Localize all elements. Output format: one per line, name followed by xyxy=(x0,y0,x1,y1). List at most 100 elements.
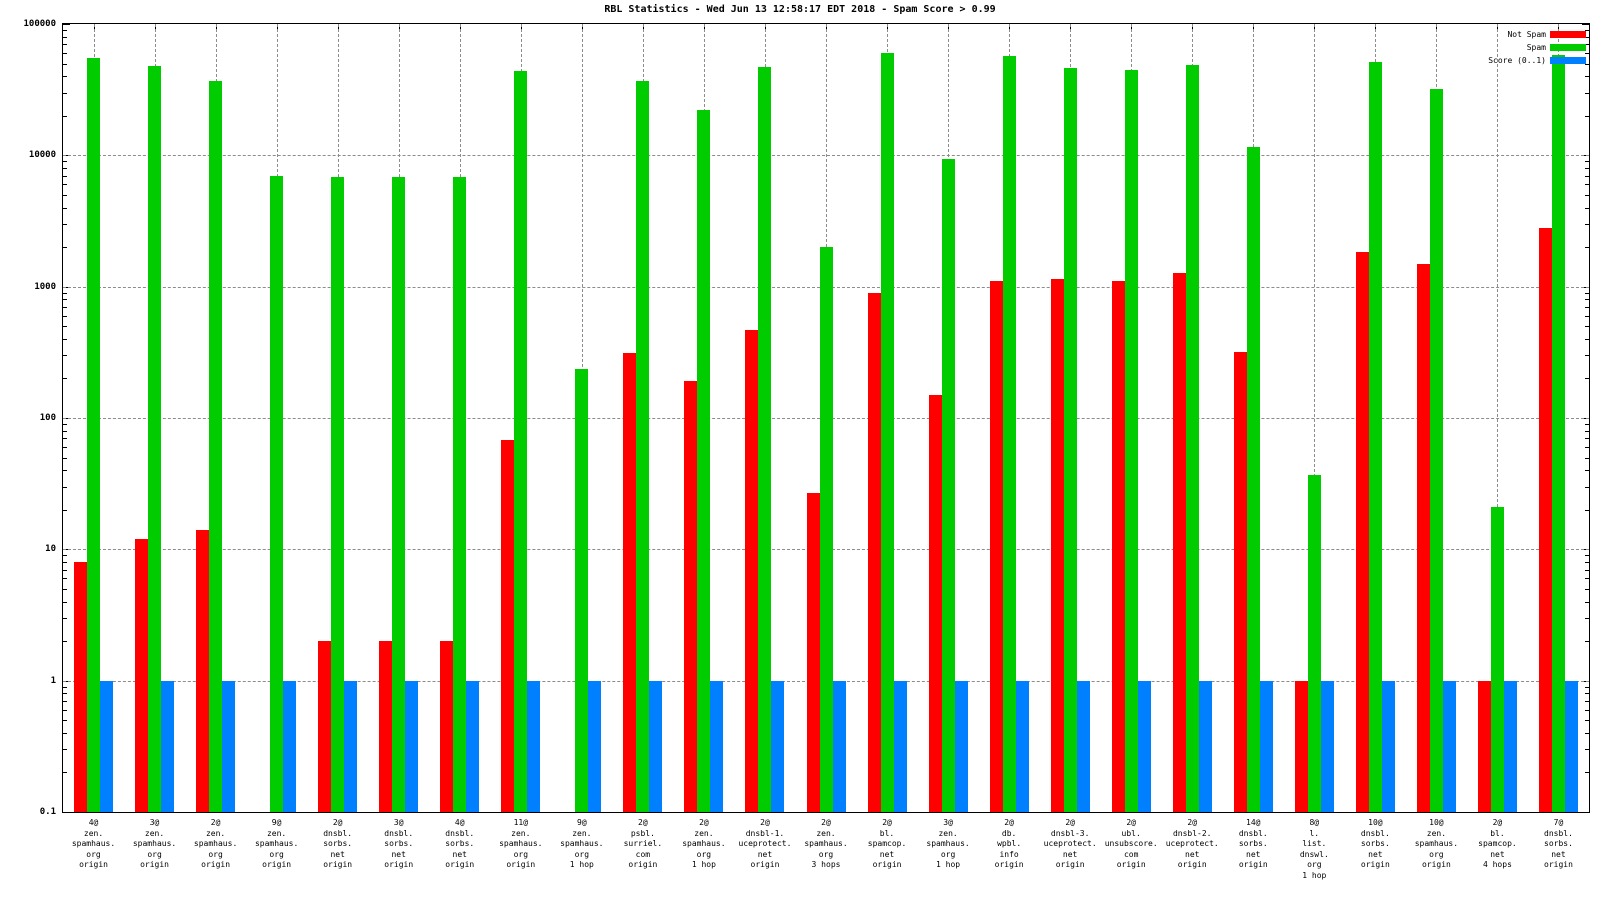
bar-not-spam xyxy=(806,492,820,812)
y-axis-minor-tick-right xyxy=(1585,184,1590,186)
x-axis-label-line: zen. xyxy=(694,828,714,838)
x-axis-label-line: org xyxy=(147,849,162,859)
y-axis-minor-tick-right xyxy=(1585,509,1590,511)
y-axis-minor-tick xyxy=(62,378,67,380)
x-axis-label-line: zen. xyxy=(266,828,287,838)
bar-not-spam xyxy=(135,538,149,812)
y-axis-minor-tick-right xyxy=(1585,562,1590,564)
bar-not-spam xyxy=(867,292,881,812)
x-axis-label: 3@ zen. spamhaus. org origin xyxy=(95,818,215,871)
y-axis-minor-tick xyxy=(62,76,67,78)
x-axis-label-line: spamhaus. xyxy=(560,839,604,848)
y-axis-minor-tick xyxy=(62,618,67,619)
bar-spam xyxy=(1002,56,1016,812)
x-axis-label: 2@ ubl. unsubscore. com origin xyxy=(1071,818,1191,871)
x-axis-label-line: unsubscore. xyxy=(1104,839,1158,848)
x-axis-label-line: origin xyxy=(1238,860,1268,869)
x-axis-label-line: origin xyxy=(323,860,353,869)
y-axis-minor-tick-right xyxy=(1585,63,1590,65)
y-axis-minor-tick xyxy=(62,44,67,46)
y-axis-minor-tick xyxy=(62,207,67,209)
y-axis-minor-tick xyxy=(62,569,67,571)
y-axis-minor-tick xyxy=(62,338,67,340)
x-axis-label-line: origin xyxy=(262,860,292,869)
y-axis-minor-tick xyxy=(62,447,67,449)
bar-not-spam xyxy=(1294,680,1308,812)
x-axis-label-line: org xyxy=(208,849,223,859)
y-axis-tick-label: 10000 xyxy=(28,150,56,161)
bar-not-spam xyxy=(1111,281,1125,812)
x-axis-label-line: origin xyxy=(384,860,414,869)
x-axis-label-line: spamhaus. xyxy=(682,839,726,848)
x-axis-label: 2@ bl. spamcop. net 4 hops xyxy=(1437,818,1557,871)
x-axis-label: 10@ zen. spamhaus. org origin xyxy=(1376,818,1496,871)
bar-not-spam xyxy=(501,440,515,812)
y-axis-minor-tick xyxy=(62,247,67,249)
x-axis-label-line: uceprotect. xyxy=(738,839,792,848)
x-axis-label-line: origin xyxy=(1421,860,1451,869)
bar-score xyxy=(161,680,175,812)
x-axis-label-line: 4 hops xyxy=(1482,860,1512,869)
y-axis-minor-tick-right xyxy=(1585,224,1590,225)
y-axis-minor-tick xyxy=(62,224,67,225)
chart-legend: Not Spam Spam Score (0..1) xyxy=(1488,28,1586,67)
x-axis-label-line: db. xyxy=(1001,828,1017,838)
x-axis-label-line: dnsbl. xyxy=(1238,828,1268,838)
bar-score xyxy=(527,680,541,812)
y-axis-minor-tick-right xyxy=(1585,709,1590,711)
y-axis-minor-tick-right xyxy=(1585,355,1590,357)
bar-score xyxy=(1076,680,1090,812)
bar-spam xyxy=(1185,64,1199,812)
y-axis-minor-tick xyxy=(62,30,67,31)
bar-spam xyxy=(636,80,650,812)
x-axis-label-count: 2@ xyxy=(699,818,709,827)
bar-score xyxy=(1503,680,1517,812)
y-axis-minor-tick-right xyxy=(1585,307,1590,308)
plot-area xyxy=(63,24,1589,812)
x-axis-label-line: dnsbl-1. xyxy=(745,828,785,838)
x-axis-label-line: origin xyxy=(1055,860,1085,869)
bar-spam xyxy=(514,70,528,812)
x-axis-label-count: 10@ xyxy=(1429,818,1444,827)
bar-spam xyxy=(148,65,162,812)
x-axis-label-line: wpbl. xyxy=(997,839,1022,848)
y-axis-minor-tick xyxy=(62,299,67,301)
y-axis-minor-tick-right xyxy=(1585,732,1590,734)
y-axis-minor-tick-right xyxy=(1585,378,1590,380)
y-axis-minor-tick xyxy=(62,355,67,357)
y-axis-minor-tick xyxy=(62,457,67,459)
legend-swatch-score xyxy=(1550,57,1586,64)
y-axis-minor-tick xyxy=(62,63,67,65)
legend-swatch-not-spam xyxy=(1550,31,1586,38)
y-axis-minor-tick-right xyxy=(1585,578,1590,580)
bar-score xyxy=(771,680,785,812)
y-axis-minor-tick-right xyxy=(1585,438,1590,440)
bar-score xyxy=(1015,680,1029,812)
y-axis-minor-tick xyxy=(62,555,67,557)
bar-score xyxy=(1259,680,1273,812)
y-axis-minor-tick-right xyxy=(1585,338,1590,340)
y-axis-tick-label: 0.1 xyxy=(39,807,56,817)
x-axis-label-line: dnsbl. xyxy=(1360,828,1390,838)
y-axis-minor-tick-right xyxy=(1585,44,1590,46)
x-axis-label-line: origin xyxy=(872,860,902,869)
bar-spam xyxy=(1246,147,1260,812)
x-axis-label-count: 3@ xyxy=(943,818,953,827)
y-axis-minor-tick xyxy=(62,53,67,55)
x-axis-label-line: surriel. xyxy=(623,839,663,848)
legend-item-not-spam: Not Spam xyxy=(1488,28,1586,41)
x-axis-label-count: 7@ xyxy=(1553,818,1564,827)
x-axis-label-line: dnsbl-3. xyxy=(1050,828,1090,838)
bar-score xyxy=(588,680,602,812)
x-axis-label-count: 2@ xyxy=(210,818,221,827)
bar-not-spam xyxy=(745,329,759,812)
x-axis-label: 2@ dnsbl-1. uceprotect. net origin xyxy=(705,818,825,871)
x-axis-label-line: origin xyxy=(506,860,536,869)
x-axis-label: 9@ zen. spamhaus. org 1 hop xyxy=(522,818,642,871)
x-axis-label-count: 2@ xyxy=(882,818,892,827)
y-axis-minor-tick xyxy=(62,307,67,308)
bar-spam xyxy=(1429,89,1443,812)
y-axis-minor-tick-right xyxy=(1585,618,1590,619)
y-axis-minor-tick xyxy=(62,701,67,702)
